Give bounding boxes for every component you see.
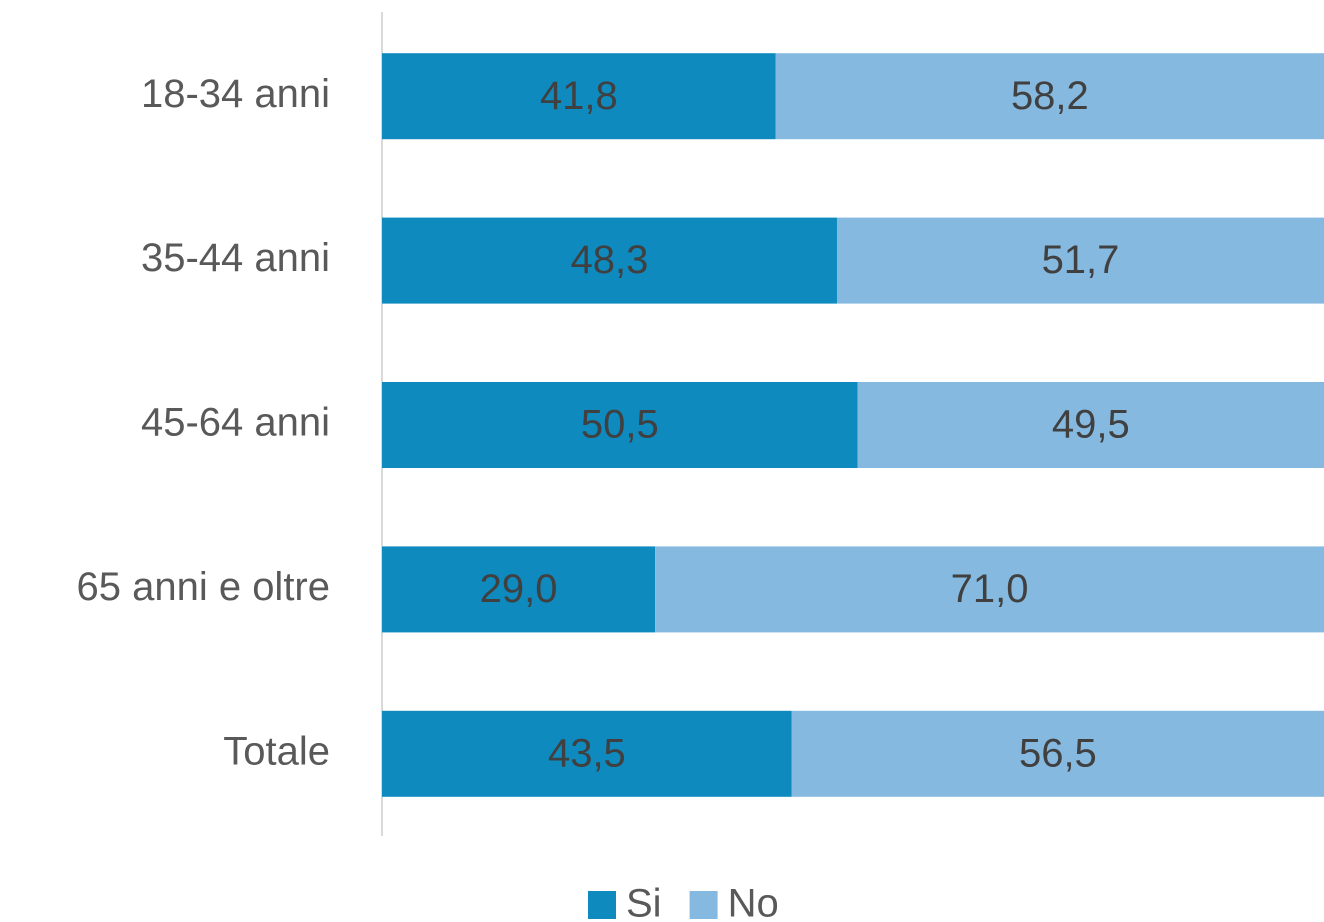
data-label: 50,5 (581, 403, 659, 447)
bar-segment (382, 217, 837, 304)
bar-segment (655, 546, 1324, 633)
bar-segment (791, 710, 1324, 797)
bar-segment (775, 53, 1324, 140)
legend-swatch (588, 891, 616, 919)
data-label: 43,5 (548, 731, 626, 775)
data-label: 56,5 (1019, 731, 1097, 775)
y-tick-label: 65 anni e oltre (76, 565, 330, 609)
y-tick-label: 18-34 anni (141, 72, 330, 116)
data-label: 29,0 (480, 567, 558, 611)
data-label: 71,0 (951, 567, 1029, 611)
legend-label: Si (626, 882, 662, 922)
legend-label: No (728, 882, 779, 922)
y-tick-label: 45-64 anni (141, 401, 330, 445)
bar-segment (382, 53, 776, 140)
bar-segment (382, 546, 656, 633)
bar-segment (382, 382, 858, 468)
y-tick-label: Totale (223, 729, 330, 773)
data-label: 41,8 (540, 74, 618, 118)
legend-swatch (689, 891, 718, 919)
bar-segment (857, 382, 1324, 468)
data-label: 48,3 (571, 238, 649, 282)
bar-segment (382, 710, 792, 797)
data-label: 49,5 (1052, 403, 1130, 447)
bar-segment (836, 217, 1324, 304)
data-label: 58,2 (1011, 74, 1089, 118)
data-label: 51,7 (1042, 238, 1120, 282)
y-tick-label: 35-44 anni (141, 236, 330, 280)
